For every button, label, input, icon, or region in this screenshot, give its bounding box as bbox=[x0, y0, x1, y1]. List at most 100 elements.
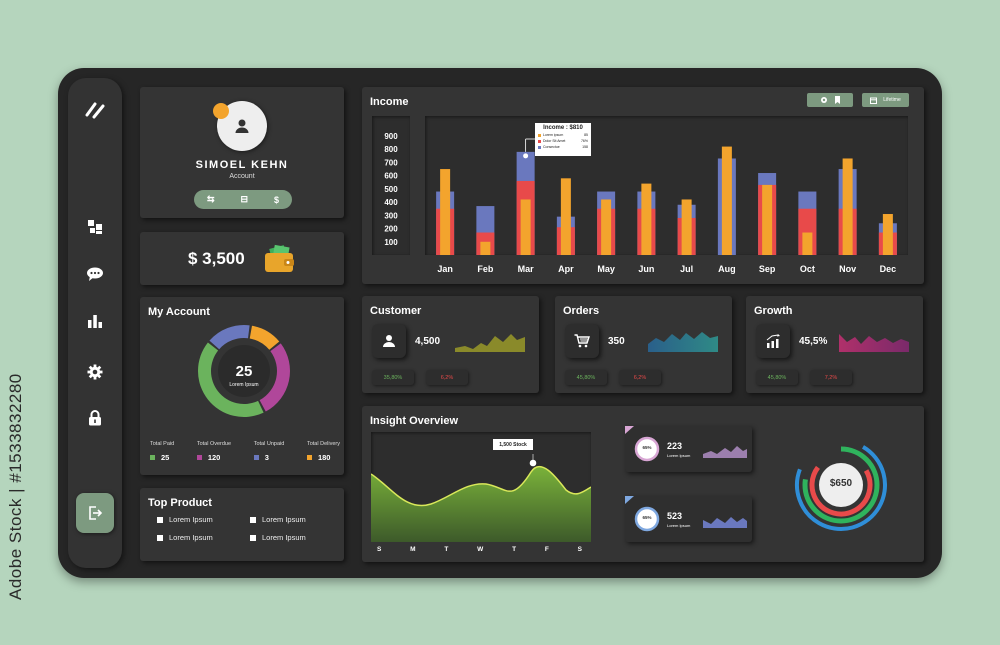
my-account-card: My Account 25 Lorem Ipsum Total Paid 25 T… bbox=[140, 297, 344, 475]
y-tick-label: 800 bbox=[384, 145, 398, 154]
y-tick-label: 300 bbox=[384, 211, 398, 220]
orders-decline-badge: 6,2% bbox=[619, 370, 661, 385]
gear-icon[interactable] bbox=[820, 96, 828, 104]
donut-center bbox=[218, 345, 270, 397]
bar-lorem[interactable] bbox=[601, 199, 612, 255]
customer-decline-badge: 6,2% bbox=[426, 370, 468, 385]
customer-growth-badge: 35,80% bbox=[372, 370, 414, 385]
list-item[interactable]: Lorem Ipsum bbox=[157, 515, 213, 524]
mini-sparkline-2 bbox=[703, 517, 747, 528]
orders-sparkline bbox=[648, 332, 718, 352]
revenue-ring bbox=[795, 439, 887, 531]
income-tooltip: Income : $810 Lorem ipsum 85 Dolor Sit Am… bbox=[535, 123, 591, 156]
lock-icon[interactable] bbox=[83, 406, 107, 430]
y-tick-label: 400 bbox=[384, 198, 398, 207]
x-tick-label: Jan bbox=[437, 264, 453, 274]
growth-value: 45,5% bbox=[799, 336, 828, 347]
mini-card-1: 65% 223 Lorem Ipsum bbox=[625, 426, 752, 472]
user-icon bbox=[235, 119, 249, 133]
mini-ring-1 bbox=[634, 436, 660, 462]
x-tick-label: Sep bbox=[759, 264, 776, 274]
x-tick-label: Feb bbox=[477, 264, 494, 274]
growth-title: Growth bbox=[754, 305, 793, 317]
orders-icon-box[interactable] bbox=[565, 324, 599, 358]
profile-actions: ⇆ ⊟ $ bbox=[194, 190, 292, 209]
sidebar bbox=[68, 78, 122, 568]
donut-slice[interactable] bbox=[249, 325, 280, 350]
analytics-icon[interactable] bbox=[83, 309, 107, 333]
logout-button[interactable] bbox=[76, 493, 114, 533]
insight-line bbox=[371, 465, 591, 507]
revenue-ring-value: $650 bbox=[829, 478, 853, 489]
dashboard-icon[interactable] bbox=[83, 215, 107, 239]
lifetime-button[interactable]: Lifetime bbox=[862, 93, 909, 107]
orders-growth-badge: 45,80% bbox=[565, 370, 607, 385]
balance-amount: $ 3,500 bbox=[188, 249, 245, 268]
x-tick-label: Aug bbox=[718, 264, 736, 274]
y-axis-panel bbox=[372, 116, 410, 255]
bar-lorem[interactable] bbox=[440, 169, 451, 255]
bookmark-icon[interactable] bbox=[834, 96, 841, 104]
insight-area bbox=[371, 466, 591, 542]
income-chart: 900 800 700 600 500 400 300 200 100 Jan Feb Mar Apr M… bbox=[384, 132, 897, 274]
profile-role: Account bbox=[229, 173, 255, 180]
donut-slice[interactable] bbox=[209, 325, 250, 350]
x-tick-label: Jun bbox=[638, 264, 654, 274]
x-tick-label: Dec bbox=[880, 264, 897, 274]
bar-lorem[interactable] bbox=[842, 158, 853, 255]
growth-icon-box[interactable] bbox=[756, 324, 790, 358]
bar-lorem[interactable] bbox=[641, 183, 652, 255]
donut-slice[interactable] bbox=[259, 343, 290, 412]
orders-card: Orders 350 45,80% 6,2% bbox=[555, 296, 732, 393]
insight-point[interactable] bbox=[529, 459, 537, 467]
insight-callout: 1,500 Stock bbox=[493, 439, 533, 450]
chat-icon[interactable] bbox=[83, 262, 107, 286]
dollar-icon[interactable]: $ bbox=[273, 194, 279, 205]
y-tick-label: 200 bbox=[384, 225, 398, 234]
logout-icon bbox=[89, 506, 103, 520]
y-tick-label: 700 bbox=[384, 158, 398, 167]
card-icon[interactable]: ⊟ bbox=[240, 194, 249, 204]
profile-card: SIMOEL KEHN Account ⇆ ⊟ $ bbox=[140, 87, 344, 218]
insight-chart bbox=[371, 432, 591, 542]
x-tick-label: Apr bbox=[558, 264, 574, 274]
calendar-icon bbox=[870, 97, 878, 104]
customer-icon-box[interactable] bbox=[372, 324, 406, 358]
growth-card: Growth 45,5% 45,80% 7,2% bbox=[746, 296, 923, 393]
list-item[interactable]: Lorem Ipsum bbox=[250, 515, 306, 524]
bar-lorem[interactable] bbox=[480, 241, 491, 255]
customer-value: 4,500 bbox=[415, 336, 441, 347]
stat-total-unpaid: Total Unpaid 3 bbox=[253, 441, 285, 462]
income-title: Income bbox=[370, 96, 409, 108]
bar-lorem[interactable] bbox=[802, 232, 813, 255]
bar-lorem[interactable] bbox=[560, 178, 571, 255]
donut-center-label: Lorem Ipsum bbox=[229, 382, 259, 388]
cart-icon bbox=[574, 334, 590, 348]
y-tick-label: 600 bbox=[384, 172, 398, 181]
tooltip-point[interactable] bbox=[523, 153, 529, 159]
account-donut bbox=[198, 325, 290, 417]
bar-lorem[interactable] bbox=[520, 199, 531, 255]
growth-decline-badge: 7,2% bbox=[810, 370, 852, 385]
transfer-icon[interactable]: ⇆ bbox=[206, 194, 215, 204]
orders-value: 350 bbox=[608, 336, 625, 347]
x-tick-label: Mar bbox=[518, 264, 535, 274]
mini-sparkline-1 bbox=[703, 446, 747, 458]
growth-chart-icon bbox=[766, 334, 780, 348]
x-tick-label: Nov bbox=[839, 264, 856, 274]
stat-total-delivery: Total Delivery 180 bbox=[306, 441, 340, 462]
bar-lorem[interactable] bbox=[681, 199, 692, 255]
income-tools bbox=[807, 93, 853, 107]
bar-lorem[interactable] bbox=[882, 214, 893, 255]
list-item[interactable]: Lorem Ipsum bbox=[157, 533, 213, 542]
donut-slice[interactable] bbox=[198, 342, 264, 417]
x-tick-label: Jul bbox=[680, 264, 693, 274]
bar-lorem[interactable] bbox=[721, 146, 732, 255]
user-icon bbox=[383, 335, 395, 347]
growth-sparkline bbox=[839, 334, 909, 352]
list-item[interactable]: Lorem Ipsum bbox=[250, 533, 306, 542]
settings-icon[interactable] bbox=[83, 360, 107, 384]
y-tick-label: 900 bbox=[384, 132, 398, 141]
bar-lorem[interactable] bbox=[762, 184, 773, 255]
